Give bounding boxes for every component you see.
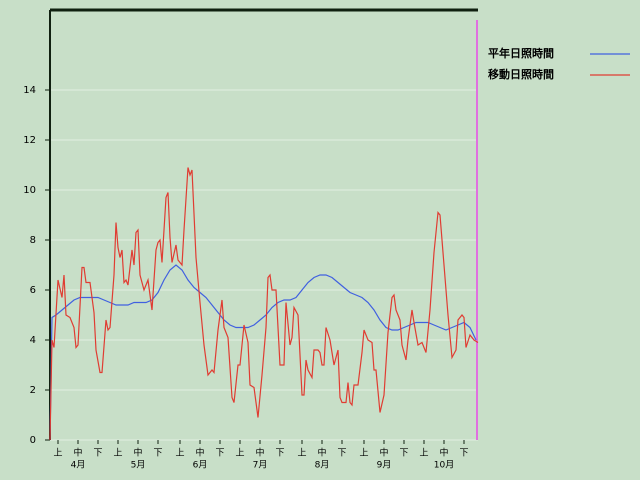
x-tick-label: 中 — [195, 447, 204, 459]
month-label: 6月 — [193, 460, 208, 471]
y-tick-label: 0 — [30, 435, 36, 446]
x-tick-label: 上 — [297, 448, 306, 459]
y-tick-label: 4 — [30, 335, 36, 346]
x-tick-label: 中 — [439, 447, 448, 459]
y-tick-label: 10 — [23, 185, 36, 196]
x-tick-label: 上 — [419, 448, 428, 459]
month-label: 4月 — [71, 460, 86, 471]
series-line — [49, 264, 477, 441]
x-tick-label: 中 — [379, 447, 388, 459]
x-tick-label: 下 — [337, 449, 346, 459]
series-line — [49, 167, 479, 441]
x-tick-label: 下 — [399, 449, 408, 459]
month-label: 8月 — [315, 460, 330, 471]
x-tick-label: 下 — [275, 449, 284, 459]
x-tick-label: 上 — [53, 448, 62, 459]
month-label: 5月 — [131, 460, 146, 471]
x-tick-label: 上 — [359, 448, 368, 459]
x-tick-label: 下 — [153, 449, 162, 459]
grid — [50, 89, 478, 441]
y-tick-label: 12 — [23, 135, 36, 146]
x-tick-label: 上 — [175, 448, 184, 459]
x-tick-label: 下 — [459, 449, 468, 459]
legend-label: 移動日照時間 — [488, 67, 554, 81]
month-label: 7月 — [253, 460, 268, 471]
y-tick-label: 6 — [30, 285, 36, 296]
x-tick-label: 上 — [113, 448, 122, 459]
month-label: 10月 — [434, 460, 454, 471]
x-tick-label: 下 — [215, 449, 224, 459]
y-tick-label: 2 — [30, 385, 36, 396]
legend-label: 平年日照時間 — [488, 46, 554, 60]
y-tick-label: 8 — [30, 235, 36, 246]
x-tick-label: 中 — [133, 447, 142, 459]
x-tick-label: 下 — [93, 449, 102, 459]
y-tick-label: 14 — [23, 85, 36, 96]
x-tick-label: 中 — [317, 447, 326, 459]
month-label: 9月 — [377, 460, 392, 471]
x-tick-label: 上 — [235, 448, 244, 459]
x-tick-label: 中 — [73, 447, 82, 459]
x-tick-label: 中 — [255, 447, 264, 459]
